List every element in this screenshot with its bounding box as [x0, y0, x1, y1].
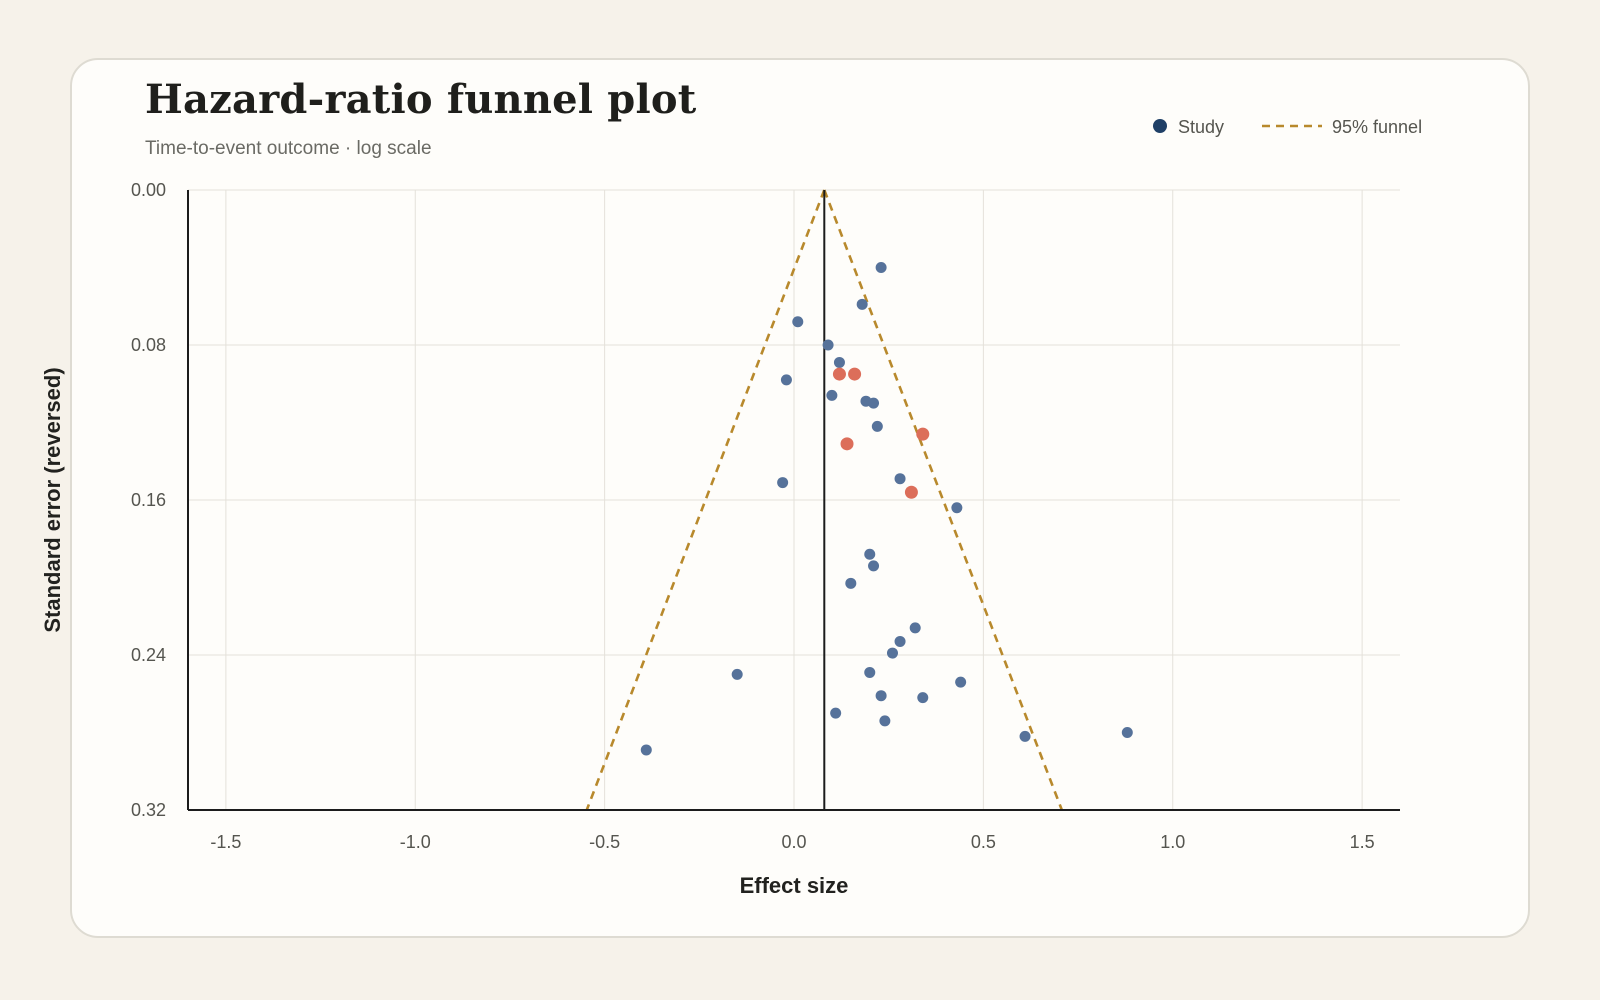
x-tick-label: -1.5 — [210, 832, 241, 852]
x-tick-label: -1.0 — [400, 832, 431, 852]
study-point — [909, 622, 921, 634]
highlighted-study-point — [832, 367, 846, 381]
study-point — [879, 715, 891, 727]
chart-card — [70, 58, 1530, 938]
study-point — [868, 560, 880, 572]
study-point — [792, 316, 804, 328]
study-point — [845, 577, 857, 589]
study-point — [871, 420, 883, 432]
study-point — [826, 389, 838, 401]
y-tick-label: 0.00 — [131, 180, 166, 200]
highlighted-study-point — [904, 485, 918, 499]
study-point — [1121, 727, 1133, 738]
study-point — [955, 676, 967, 688]
study-point — [640, 744, 652, 756]
legend-funnel-label: 95% funnel — [1332, 117, 1422, 137]
study-point — [868, 397, 880, 409]
y-tick-label: 0.24 — [131, 645, 166, 665]
study-point — [894, 473, 906, 485]
funnel-right-line — [823, 189, 1064, 811]
x-tick-label: 0.0 — [781, 832, 806, 852]
highlighted-study-point — [848, 367, 862, 381]
legend: Study 95% funnel — [1153, 117, 1422, 137]
x-tick-label: 0.5 — [971, 832, 996, 852]
study-point — [780, 374, 792, 386]
axes — [187, 190, 1400, 811]
y-axis-title: Standard error (reversed) — [40, 367, 65, 632]
legend-study-marker — [1153, 119, 1167, 133]
highlighted-study-point — [840, 437, 854, 451]
study-point — [1019, 730, 1031, 742]
highlighted-study-point — [916, 427, 930, 441]
y-tick-label: 0.08 — [131, 335, 166, 355]
study-point — [864, 666, 876, 678]
x-axis-title: Effect size — [740, 873, 849, 898]
study-point — [875, 690, 887, 702]
x-tick-label: -0.5 — [589, 832, 620, 852]
x-tick-label: 1.5 — [1350, 832, 1375, 852]
chart-subtitle: Time-to-event outcome · log scale — [145, 138, 432, 159]
funnel-lines — [585, 189, 1064, 811]
study-point — [886, 647, 898, 659]
study-point — [731, 668, 743, 680]
y-tick-label: 0.16 — [131, 490, 166, 510]
y-tick-label: 0.32 — [131, 800, 166, 820]
study-point — [864, 548, 876, 560]
legend-study-label: Study — [1178, 117, 1224, 137]
study-point — [875, 262, 887, 273]
data-points — [640, 262, 1133, 756]
tick-labels: -1.5 -1.0 -0.5 0.0 0.5 1.0 1.5 0.00 0.08 0.16 0.24… — [131, 180, 1375, 852]
chart-title: Hazard-ratio funnel plot — [145, 76, 697, 123]
study-point — [830, 707, 842, 719]
study-point — [856, 298, 868, 310]
funnel-left-line — [585, 189, 826, 811]
x-tick-label: 1.0 — [1160, 832, 1185, 852]
study-point — [777, 477, 789, 489]
study-point — [951, 502, 963, 514]
study-point — [894, 635, 906, 647]
study-point — [833, 356, 845, 368]
grid — [188, 189, 1400, 810]
study-point — [822, 339, 834, 351]
study-point — [917, 692, 929, 704]
